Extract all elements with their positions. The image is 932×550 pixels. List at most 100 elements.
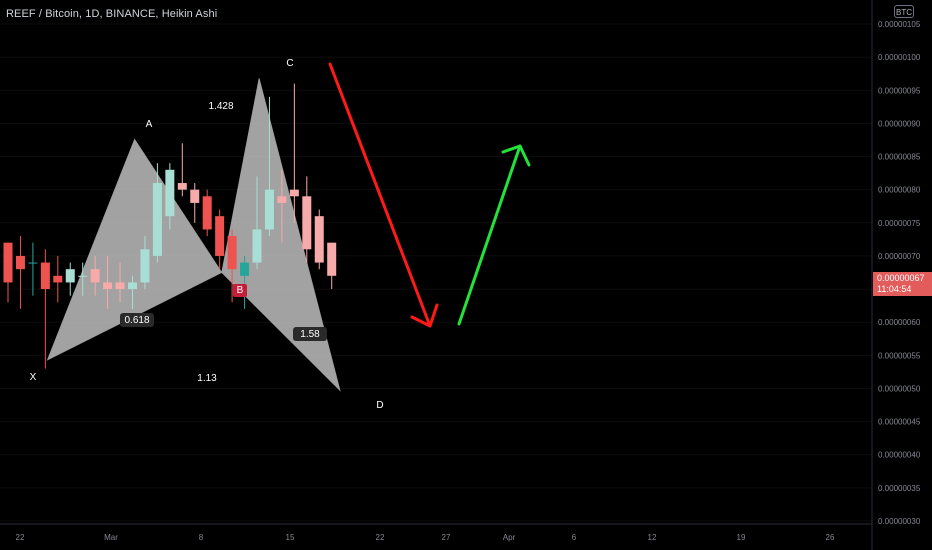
last-price-value: 0.00000067 — [877, 273, 925, 283]
candle-body — [215, 216, 225, 256]
price-tick-label: 0.00000105 — [878, 20, 921, 29]
candle — [103, 255, 113, 309]
price-tick-label: 0.00000070 — [878, 252, 921, 261]
candle-body — [190, 189, 200, 203]
point-label-a: A — [146, 119, 153, 130]
point-label-b: B — [237, 285, 244, 296]
candle-body — [140, 249, 150, 283]
bcd-triangle[interactable] — [221, 78, 341, 392]
ratio-label: 1.428 — [208, 101, 233, 112]
point-b-bg — [233, 284, 247, 297]
down-arrow[interactable] — [328, 62, 439, 328]
candle-body — [240, 262, 250, 276]
date-tick-label: 26 — [826, 533, 835, 542]
chart-title: REEF / Bitcoin, 1D, BINANCE, Heikin Ashi — [6, 8, 218, 20]
candle-body — [53, 275, 63, 283]
date-tick-label: 19 — [737, 533, 746, 542]
candles — [3, 83, 337, 369]
price-tick-label: 0.00000045 — [878, 418, 921, 427]
candle-body — [252, 229, 262, 263]
ratio-box — [293, 327, 327, 341]
countdown-timer: 11:04:54 — [877, 284, 912, 294]
candle — [215, 209, 225, 270]
ratio-box — [120, 313, 154, 327]
price-tick-label: 0.00000085 — [878, 153, 921, 162]
candle — [327, 242, 337, 290]
candle — [78, 262, 88, 296]
candle — [40, 249, 50, 369]
price-tick-label: 0.00000035 — [878, 484, 921, 493]
price-tick-label: 0.00000095 — [878, 86, 921, 95]
candle — [240, 255, 250, 309]
candle-body — [78, 275, 88, 277]
point-label-c: C — [286, 58, 293, 69]
candle — [152, 163, 162, 263]
time-axis: 22 Mar 8 15 22 27 Apr 6 12 19 26 — [16, 533, 835, 542]
candle-body — [165, 169, 175, 217]
candle — [128, 275, 137, 309]
price-tick-label: 0.00000055 — [878, 351, 921, 360]
price-tick-label: 0.00000100 — [878, 53, 921, 62]
candle — [115, 262, 125, 303]
candle — [264, 96, 274, 237]
price-tick-label: 0.00000030 — [878, 517, 921, 526]
price-tick-label: 0.00000050 — [878, 384, 921, 393]
candle — [53, 255, 63, 303]
date-tick-label: 6 — [572, 533, 577, 542]
date-tick-label: 8 — [199, 533, 204, 542]
date-tick-label: Mar — [104, 533, 118, 542]
candle — [314, 209, 324, 270]
candle-body — [264, 189, 274, 230]
date-tick-label: Apr — [503, 533, 516, 542]
price-tick-label: 0.00000080 — [878, 186, 921, 195]
candle — [252, 176, 262, 270]
price-tick-label: 0.00000075 — [878, 219, 921, 228]
candle — [15, 236, 25, 309]
candle — [190, 183, 200, 223]
candle-body — [152, 183, 162, 256]
candle-body — [65, 269, 75, 283]
candle-body — [40, 262, 50, 290]
date-tick-label: 27 — [442, 533, 451, 542]
candle — [3, 242, 13, 303]
candle — [177, 143, 187, 197]
pattern-labels: X A B C D 1.428 0.618 1.13 1.58 — [30, 58, 384, 411]
forecast-arrows — [328, 62, 531, 328]
last-price-tag: 0.00000067 11:04:54 — [873, 272, 932, 296]
harmonic-pattern — [46, 78, 341, 392]
date-tick-label: 22 — [16, 533, 25, 542]
candle — [289, 83, 299, 223]
candle-body — [3, 242, 13, 283]
candle — [202, 189, 212, 237]
candle-body — [314, 216, 324, 263]
candle-body — [115, 282, 125, 290]
candle — [65, 262, 75, 296]
candle-body — [202, 196, 212, 230]
date-tick-label: 22 — [376, 533, 385, 542]
candle-body — [327, 242, 337, 276]
candle — [165, 163, 175, 230]
candle — [140, 236, 150, 290]
point-label-d: D — [376, 400, 383, 411]
candle-body — [289, 189, 299, 197]
up-arrow[interactable] — [457, 144, 531, 326]
ratio-label: 1.13 — [197, 373, 217, 384]
price-tick-label: 0.00000060 — [878, 318, 921, 327]
date-tick-label: 12 — [648, 533, 657, 542]
candle — [28, 242, 38, 296]
ratio-label: 1.58 — [300, 329, 320, 340]
candle — [227, 229, 237, 303]
currency-badge[interactable]: BTC — [894, 5, 914, 18]
candle-body — [90, 269, 100, 283]
candle-body — [277, 196, 287, 203]
candle-body — [227, 236, 237, 270]
price-tick-label: 0.00000090 — [878, 119, 921, 128]
candle-body — [177, 183, 187, 190]
date-tick-label: 15 — [286, 533, 295, 542]
candle-body — [28, 262, 38, 264]
price-tick-label: 0.00000040 — [878, 451, 921, 460]
candle — [90, 255, 100, 296]
point-label-x: X — [30, 372, 37, 383]
ratio-label: 0.618 — [124, 315, 149, 326]
